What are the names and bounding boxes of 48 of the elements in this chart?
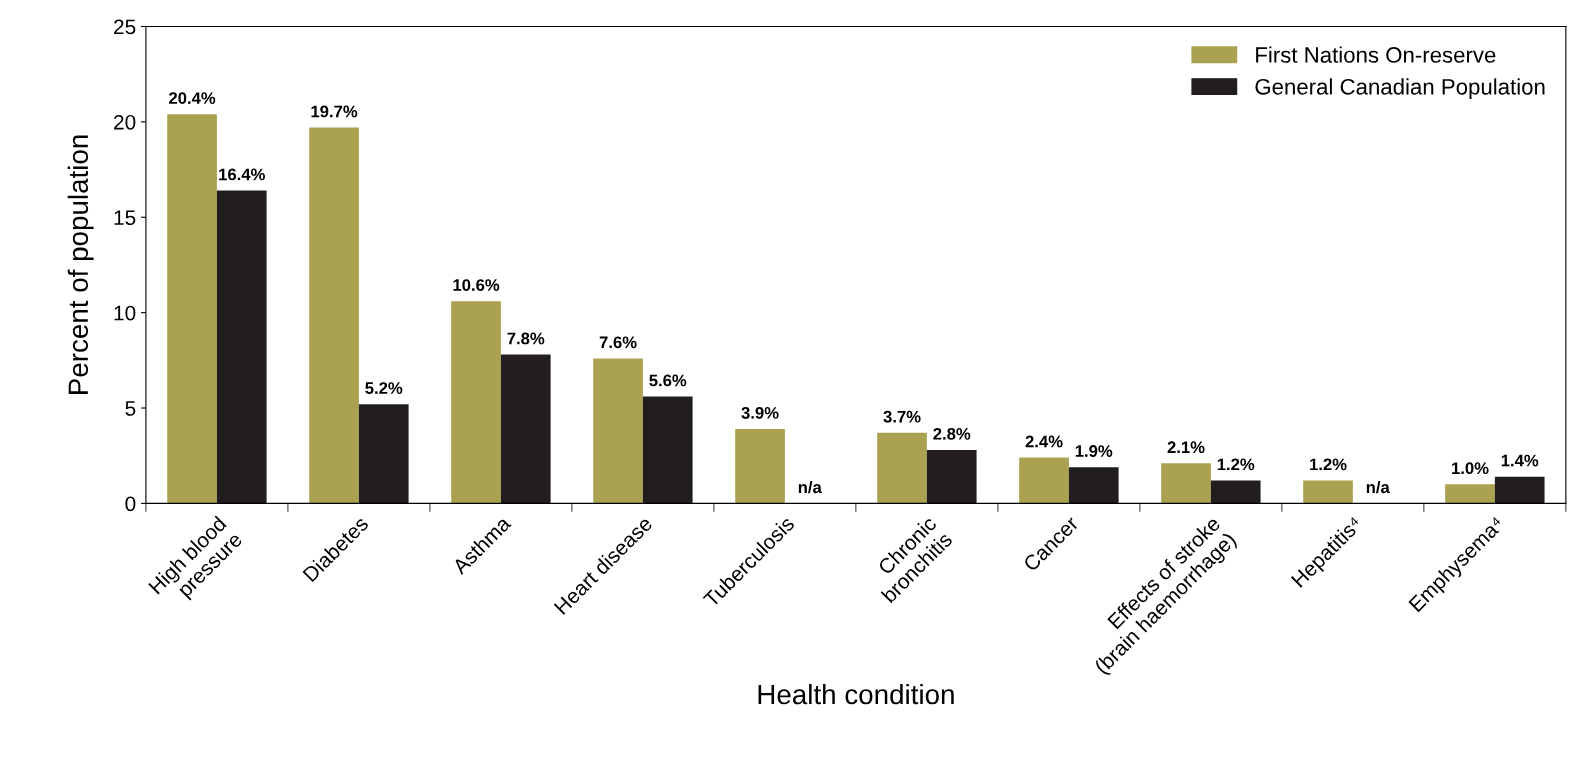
bar — [309, 127, 359, 504]
bar — [1161, 463, 1211, 504]
bar — [451, 301, 501, 504]
legend-label: General Canadian Population — [1255, 78, 1545, 100]
y-axis-title: Percent of population — [67, 135, 94, 394]
bar — [1303, 480, 1353, 504]
data-label: 5.2% — [365, 382, 403, 394]
data-label: 2.8% — [933, 427, 971, 440]
data-label: 1.0% — [1452, 462, 1489, 475]
y-tick-label: 10 — [114, 305, 136, 321]
data-label: 7.6% — [599, 336, 637, 349]
bar — [1068, 467, 1119, 504]
data-label: 2.4% — [1025, 435, 1063, 448]
data-label: 16.4% — [219, 168, 265, 181]
bar — [1494, 476, 1545, 504]
y-tick-label: 25 — [114, 19, 136, 35]
data-label: 1.2% — [1310, 458, 1347, 471]
data-label: 1.2% — [1217, 458, 1255, 471]
data-label: 1.4% — [1501, 454, 1539, 467]
text: n/a — [1366, 480, 1390, 494]
data-label: 7.8% — [507, 332, 545, 345]
bar — [358, 404, 409, 504]
data-label: 5.6% — [649, 374, 687, 387]
data-label: 3.9% — [741, 406, 779, 419]
bar — [926, 449, 977, 504]
data-label: 3.7% — [883, 410, 921, 423]
bar — [1019, 457, 1069, 504]
y-tick-label: 20 — [114, 114, 136, 130]
data-label: 10.6% — [453, 279, 500, 291]
data-label: 19.7% — [311, 105, 358, 118]
text: n/a — [798, 480, 822, 494]
bar — [1445, 484, 1495, 504]
data-label: 1.9% — [1075, 445, 1113, 457]
data-label: 2.1% — [1167, 441, 1205, 454]
bar — [1210, 480, 1261, 504]
bar — [735, 429, 785, 504]
y-tick-label: 15 — [114, 210, 136, 226]
bar — [642, 396, 693, 504]
bar — [167, 114, 217, 504]
legend-label: First Nations On-reserve — [1256, 46, 1496, 63]
y-tick-label: 0 — [125, 496, 136, 512]
x-axis-title: Health condition — [758, 683, 954, 705]
bar — [593, 358, 643, 504]
bar — [877, 432, 927, 504]
data-label: 20.4% — [169, 92, 216, 105]
bar — [216, 190, 267, 504]
y-tick-label: 5 — [125, 401, 136, 416]
bar — [500, 354, 551, 504]
